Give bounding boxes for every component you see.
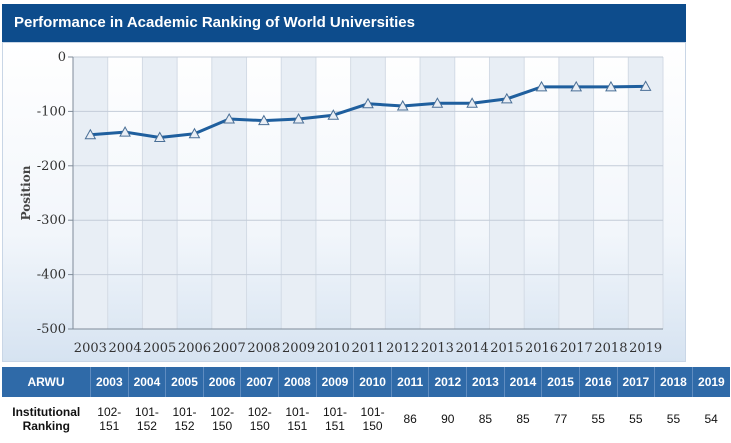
table-cell: 85 [478,412,493,426]
column-band [73,57,108,329]
table-cell: 55 [629,412,643,426]
y-tick-label: -400 [37,268,66,283]
data-point [396,99,409,111]
y-tick-label: -200 [37,159,66,174]
chart-title: Performance in Academic Ranking of World… [2,4,686,42]
table-cell: 55 [591,412,605,426]
table-year-header: 2016 [578,367,618,397]
column-band [211,57,247,329]
table-cell: 86 [403,412,417,426]
table-cell: 101- 151 [285,405,310,433]
table-year-header: 2008 [278,367,317,397]
table-year-header: 2006 [202,367,241,397]
x-tick-label: 2009 [282,341,315,356]
x-tick-label: 2012 [386,341,419,356]
data-point [84,128,97,140]
table-year-header: 2011 [390,367,429,397]
table-cell: 102- 151 [97,405,122,433]
data-point [223,112,236,124]
x-tick-label: 2007 [213,341,246,356]
table-cell: 54 [704,412,718,426]
table-year-header: 2003 [90,367,129,397]
x-tick-label: 2016 [525,341,558,356]
table-year-header: 2005 [165,367,204,397]
table-year-header: 2013 [466,367,505,397]
table-cell: 101- 152 [134,405,159,433]
data-point [362,97,374,109]
table-cell: 55 [666,412,681,426]
table-cell: 85 [516,412,530,426]
data-point [292,112,305,124]
table-cell: 77 [553,412,568,426]
x-tick-label: 2004 [109,341,142,356]
table-year-header: 2009 [315,367,354,397]
data-point [258,114,270,126]
table-year-header: 2007 [240,367,279,397]
table-cell: 102- 150 [247,405,272,433]
x-tick-label: 2014 [456,341,489,356]
data-point [605,80,617,92]
x-tick-label: 2013 [421,341,454,356]
x-tick-label: 2008 [247,341,280,356]
table-year-header: 2004 [127,367,166,397]
x-tick-label: 2017 [560,341,593,356]
column-band [281,57,316,329]
y-tick-label: 0 [58,50,66,65]
table-cell: 101- 151 [322,405,347,433]
data-point [639,80,652,91]
table-cell: 101- 152 [172,405,197,433]
table-cell: 102- 150 [210,405,235,433]
x-tick-label: 2010 [317,341,350,356]
table-year-header: 2019 [691,367,730,397]
data-point [431,97,444,108]
data-point [570,80,583,92]
table-year-header: 2014 [503,367,542,397]
data-point [535,80,548,92]
column-band [142,57,178,329]
chart-panel: 0 -100 -200 -300 -400 -500 2003 2004 2005 2006 20… [2,42,686,362]
column-band [628,57,663,329]
table-year-header: 2015 [541,367,580,397]
x-tick-label: 2005 [143,341,176,356]
x-tick-label: 2018 [594,341,627,356]
data-point [500,92,513,104]
data-point [153,131,166,143]
data-point [119,126,131,137]
y-tick-label: -100 [37,104,66,119]
table-year-header: 2018 [654,367,693,397]
table-year-header: 2017 [616,367,655,397]
table-row-label: Institutional Ranking [12,405,81,433]
y-axis-label: Position [19,165,33,220]
x-tick-label: 2015 [490,341,523,356]
ranking-table: ARWU 2003 2004 2005 2006 2007 2008 2009 2010 2011… [2,367,730,441]
data-point [327,109,340,120]
table-cell: 101- 150 [360,405,385,433]
y-tick-label: -300 [37,213,66,228]
ranking-line-chart: 0-100-200-300-400-500 2003 2004 2005 2006 20… [19,50,664,356]
column-band [558,57,594,329]
data-point [466,97,478,108]
table-header-label: ARWU [2,367,91,397]
data-point [188,127,201,139]
x-tick-label: 2019 [629,341,662,356]
table-year-header: 2012 [428,367,467,397]
x-tick-label: 2006 [178,341,211,356]
x-tick-label: 2003 [74,341,107,356]
table-cell: 90 [441,412,455,426]
x-tick-label: 2011 [351,341,384,356]
y-tick-label: -500 [37,322,66,337]
table-year-header: 2010 [353,367,392,397]
